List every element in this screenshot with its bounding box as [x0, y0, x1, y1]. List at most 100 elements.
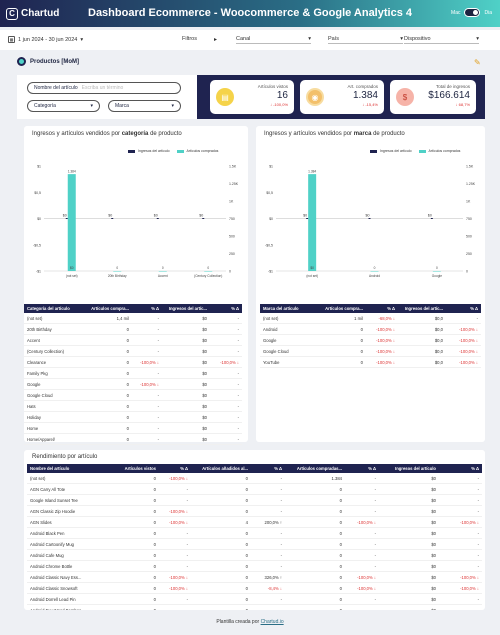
table-row[interactable]: Accent 0 - $0 - — [24, 335, 242, 346]
pais-value: País — [328, 36, 340, 42]
column-header[interactable]: % Δ — [368, 466, 376, 471]
purchased-data-label: 0 — [207, 266, 209, 270]
table-row[interactable]: Hats 0 - $0 - — [24, 401, 242, 412]
kpi-card-viewed: ▤ Artículos vistos 16 ↓ -100,0% — [210, 80, 294, 114]
table-cell: -100,0% ↓ — [220, 359, 239, 365]
table-cell: - — [186, 497, 188, 503]
column-header[interactable]: % Δ — [274, 466, 282, 471]
table-row[interactable]: 20th Birthday 0 - $0 - — [24, 324, 242, 335]
dispositivo-dropdown[interactable]: Dispositivo ▾ — [404, 36, 479, 44]
article-search-label: Nombre del artículo — [34, 85, 78, 91]
table-row[interactable]: Android Cafe Mug 0 - 0 - 0 - $0 - — [27, 550, 482, 561]
purchased-bar — [113, 271, 122, 272]
column-header[interactable]: Nombre del artículo — [30, 466, 70, 471]
column-header[interactable]: Artículos vistos — [124, 466, 156, 471]
table-row[interactable]: Android Cartoonify Mug 0 - 0 - 0 - $0 - — [27, 539, 482, 550]
table-cell: - — [237, 436, 239, 442]
column-header[interactable]: % Δ — [231, 306, 239, 311]
table-row[interactable]: (Century Collection) 0 - $0 - — [24, 346, 242, 357]
x-tick-label: (not set) — [66, 274, 78, 278]
table-cell: - — [374, 596, 376, 602]
canal-dropdown[interactable]: Canal ▾ — [236, 36, 311, 44]
column-header[interactable]: Artículos compra... — [325, 306, 363, 311]
column-header[interactable]: % Δ — [387, 306, 395, 311]
column-header[interactable]: Ingresos del artíc... — [404, 306, 443, 311]
table-row[interactable]: Android Black Pen 0 - 0 - 0 - $0 - — [27, 528, 482, 539]
table-cell: Android Cafe Mug — [30, 552, 64, 558]
table-cell: $0 — [431, 574, 436, 580]
table-cell: $0 — [431, 486, 436, 492]
y-right-tick-label: 500 — [466, 235, 472, 239]
table-row[interactable]: Google 0 -100,0% ↓ $0,0 -100,0% ↓ — [260, 335, 481, 346]
table-row[interactable]: (not set) 0 -100,0% ↓ 0 - 1.384 - $0 - — [27, 473, 482, 484]
table-cell: -100,0% ↓ — [376, 348, 395, 354]
y-right-tick-label: 250 — [229, 252, 235, 256]
table-cell: $0 — [202, 403, 207, 409]
column-header[interactable]: Categoría del artículo — [27, 306, 70, 311]
column-header[interactable]: Marca del artículo — [263, 306, 299, 311]
table-row[interactable]: (not set) 1,4 mil - $0 - — [24, 313, 242, 324]
table-cell: 0 — [245, 563, 248, 569]
table-row[interactable]: AGN Classic Zip Hoodie 0 -100,0% ↓ 0 - 0 - $0 - — [27, 506, 482, 517]
table-cell: 0 — [339, 607, 342, 611]
column-header[interactable]: Artículos añadidos al... — [202, 466, 248, 471]
table-cell: 0 — [339, 563, 342, 569]
table-row[interactable]: Google Cloud 0 - $0 - — [24, 390, 242, 401]
table-cell: -100,0% ↓ — [376, 337, 395, 343]
table-row[interactable]: AGN Slides 0 -100,0% ↓ 4 200,0% ↑ 0 -100,0% ↓ $… — [27, 517, 482, 528]
table-row[interactable]: AGN Carry All Tote 0 - 0 - 0 - $0 - — [27, 484, 482, 495]
table-row[interactable]: Android Dorrell Lead Pin 0 - 0 - 0 - $0 - — [27, 594, 482, 605]
table-row[interactable]: Google Island Sunset Tee 0 - 0 - 0 - $0 - — [27, 495, 482, 506]
column-header[interactable]: Ingresos del artículo — [395, 466, 436, 471]
table-cell: 0 — [245, 607, 248, 611]
y-right-tick-label: 1.5K — [466, 165, 474, 169]
theme-toggle[interactable] — [464, 8, 481, 17]
table-row[interactable]: Android Classic Navy Ess... 0 -100,0% ↓ 0 32… — [27, 572, 482, 583]
revenue-data-label: $0 — [199, 214, 203, 218]
table-row[interactable]: Android Chrome Bottle 0 - 0 - 0 - $0 - — [27, 561, 482, 572]
date-range-picker[interactable]: ▦ 1 jun 2024 - 30 jun 2024 ▾ — [8, 36, 83, 43]
table-cell: $0 — [431, 596, 436, 602]
table-row[interactable]: Home/Apparel/0 - $0 - — [24, 434, 242, 445]
revenue-bar — [202, 218, 205, 219]
footer-link[interactable]: Chartud.io — [260, 619, 284, 625]
table-row[interactable]: Android 0 -100,0% ↓ $0,0 -100,0% ↓ — [260, 324, 481, 335]
brand-dropdown[interactable]: Marca ▾ — [108, 100, 181, 112]
table-cell: 0 — [153, 563, 156, 569]
table-row[interactable]: Android Exx Wood Bamboo 0 - 0 - 0 - $0 - — [27, 605, 482, 611]
table-row[interactable]: Google Cloud 0 -100,0% ↓ $0,0 -100,0% ↓ — [260, 346, 481, 357]
table-cell: 1,4 mil — [116, 315, 129, 321]
column-header[interactable]: % Δ — [180, 466, 188, 471]
category-dropdown[interactable]: Categoría ▾ — [27, 100, 100, 112]
table-row[interactable]: Clearance 0 -100,0% ↓ $0 -100,0% ↓ — [24, 357, 242, 368]
edit-icon[interactable]: ✎ — [474, 58, 481, 67]
column-header[interactable]: % Δ — [470, 306, 478, 311]
purchased-bar — [432, 271, 441, 272]
table-row[interactable]: Holiday 0 - $0 - — [24, 412, 242, 423]
table-cell: - — [237, 370, 239, 376]
article-search-input[interactable]: Nombre del artículo Escriba un término — [27, 82, 181, 94]
table-row[interactable]: Home 0 - $0 - — [24, 423, 242, 434]
table-cell: 0 — [126, 348, 129, 354]
table-row[interactable]: Family Pkg 0 - $0 - — [24, 368, 242, 379]
column-header[interactable]: % Δ — [471, 466, 479, 471]
y-right-tick-label: 0 — [229, 270, 231, 274]
table-cell: -100,0% ↓ — [357, 585, 376, 591]
pais-dropdown[interactable]: País ▾ — [328, 36, 403, 44]
table-cell: - — [374, 541, 376, 547]
table-cell: - — [157, 326, 159, 332]
table-cell: $0 — [202, 315, 207, 321]
table-row[interactable]: Android Classic Snowsoft 0 -100,0% ↓ 0 -8,4%… — [27, 583, 482, 594]
table-cell: - — [237, 348, 239, 354]
table-row[interactable]: Google 0 -100,0% ↓ $0 - — [24, 379, 242, 390]
column-header[interactable]: Ingresos del artíc... — [168, 306, 207, 311]
table-cell: 0 — [339, 530, 342, 536]
table-cell: 200,0% ↑ — [264, 519, 282, 525]
table-cell: 0 — [245, 475, 248, 481]
table-row[interactable]: (not set) 1 mil -68,0% ↓ $0,0 - — [260, 313, 481, 324]
column-header[interactable]: Artículos compra... — [91, 306, 129, 311]
table-row[interactable]: YouTube 0 -100,0% ↓ $0,0 -100,0% ↓ — [260, 357, 481, 368]
table-cell: - — [157, 348, 159, 354]
column-header[interactable]: % Δ — [151, 306, 159, 311]
column-header[interactable]: Artículos compradas... — [296, 466, 342, 471]
